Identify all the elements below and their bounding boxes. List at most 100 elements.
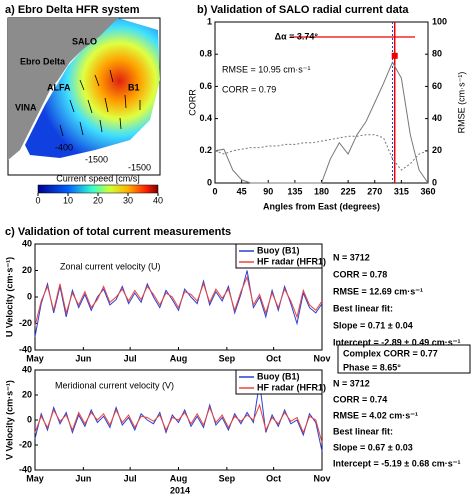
y-tick-label: 0	[27, 414, 32, 424]
x-tick-label: Jul	[124, 473, 137, 483]
legend-label: HF radar (HFR1)	[257, 382, 326, 392]
map-label: SALO	[72, 36, 97, 46]
x-tick-label: 180	[314, 186, 329, 196]
y-tick-label: 0.6	[199, 81, 212, 91]
map-label: ALFA	[47, 82, 71, 92]
x-tick-label: 135	[287, 186, 302, 196]
stat-line: Slope = 0.71 ± 0.04	[333, 320, 413, 330]
y2-tick-label: 40	[432, 113, 442, 123]
x-tick-label: Jul	[124, 353, 137, 363]
y-tick-label: -40	[19, 464, 32, 474]
x-tick-label: 90	[263, 186, 273, 196]
y-axis-label: CORR	[187, 89, 197, 116]
x-tick-label: Oct	[266, 473, 281, 483]
x-tick-label: Aug	[170, 353, 188, 363]
x-axis-label: 2014	[170, 485, 190, 495]
panel-title: b) Validation of SALO radial current dat…	[197, 4, 409, 16]
y2-tick-label: 80	[432, 49, 442, 59]
series-line	[214, 134, 429, 171]
legend-label: Buoy (B1)	[257, 245, 300, 255]
x-tick-label: Sep	[219, 473, 236, 483]
map-label: VINA	[15, 102, 37, 112]
stat-line: RMSE = 4.02 cm·s⁻¹	[333, 410, 418, 420]
colorbar-tick-label: 10	[63, 195, 73, 205]
x-tick-label: May	[26, 473, 44, 483]
x-tick-label: Jun	[75, 473, 91, 483]
stat-line: CORR = 0.78	[333, 269, 387, 279]
y-tick-label: 0	[207, 177, 212, 187]
y-tick-label: 0	[27, 291, 32, 301]
series-line	[34, 275, 323, 327]
series-line	[214, 61, 429, 184]
y-tick-label: 0.4	[199, 113, 212, 123]
x-tick-label: Nov	[313, 353, 330, 363]
colorbar-tick-label: 0	[35, 195, 40, 205]
annotation: Δα = 3.74°	[275, 31, 319, 41]
box-line: Phase = 8.65°	[343, 362, 401, 372]
y-tick-label: 0.2	[199, 145, 212, 155]
stat-line: N = 3712	[333, 378, 370, 388]
y-tick-label: -20	[19, 439, 32, 449]
y-tick-label: 20	[22, 389, 32, 399]
y-tick-label: 20	[22, 265, 32, 275]
y2-tick-label: 100	[432, 16, 447, 26]
map-label: -1500	[128, 162, 151, 172]
stat-line: Intercept = -2.89 ± 0.49 cm·s⁻¹	[333, 337, 461, 347]
stat-line: Slope = 0.67 ± 0.03	[333, 442, 413, 452]
land	[8, 18, 118, 160]
x-tick-label: 45	[237, 186, 247, 196]
stat-line: RMSE = 12.69 cm·s⁻¹	[333, 286, 423, 296]
x-tick-label: Aug	[170, 473, 188, 483]
plot-frame	[214, 21, 429, 184]
y-axis-label: V Velocity (cm·s⁻¹)	[4, 380, 14, 460]
legend-box	[235, 243, 323, 269]
x-tick-label: Oct	[266, 353, 281, 363]
map-panel	[7, 17, 161, 194]
colorbar-label: Current speed [cm/s]	[56, 173, 140, 183]
x-tick-label: 225	[341, 186, 356, 196]
stat-line: Intercept = -5.19 ± 0.68 cm·s⁻¹	[333, 458, 461, 468]
y2-axis-label: RMSE (cm·s⁻¹)	[456, 72, 466, 134]
map-label: B1	[128, 82, 140, 92]
current-field	[25, 18, 160, 158]
y-tick-label: 40	[22, 364, 32, 374]
x-tick-label: Sep	[219, 353, 236, 363]
series-line	[34, 382, 323, 452]
plot-label: Meridional current velocity (V)	[55, 380, 174, 390]
y-tick-label: 0.8	[199, 49, 212, 59]
x-tick-label: Jun	[75, 353, 91, 363]
x-tick-label: 270	[367, 186, 382, 196]
legend-label: HF radar (HFR1)	[257, 256, 326, 266]
y-axis-label: U Velocity (cm·s⁻¹)	[4, 257, 14, 337]
stats-box	[337, 344, 471, 374]
panel-title: a) Ebro Delta HFR system	[5, 4, 140, 16]
colorbar-tick-label: 20	[93, 195, 103, 205]
y2-tick-label: 20	[432, 145, 442, 155]
stat-line: Best linear fit:	[333, 303, 393, 313]
stat-line: N = 3712	[333, 252, 370, 262]
legend-box	[235, 369, 323, 395]
x-tick-label: 360	[420, 186, 435, 196]
current-vectors	[59, 69, 141, 137]
x-tick-label: 315	[394, 186, 409, 196]
x-axis-label: Angles from East (degrees)	[263, 201, 380, 211]
stat-line: CORR = 0.74	[333, 394, 387, 404]
y-tick-label: -40	[19, 344, 32, 354]
colorbar-tick-label: 40	[153, 195, 163, 205]
x-tick-label: Nov	[313, 473, 330, 483]
x-tick-label: May	[26, 353, 44, 363]
x-tick-label: 0	[212, 186, 217, 196]
colorbar-tick-label: 30	[123, 195, 133, 205]
map-label: -400	[55, 142, 73, 152]
stat-line: Best linear fit:	[333, 426, 393, 436]
colorbar	[37, 184, 159, 194]
y-tick-label: -20	[19, 318, 32, 328]
y2-tick-label: 60	[432, 81, 442, 91]
annotation: RMSE = 10.95 cm·s⁻¹	[222, 64, 311, 74]
map-label: -1500	[85, 154, 108, 164]
series-line	[34, 403, 323, 443]
plot-label: Zonal current velocity (U)	[60, 261, 161, 271]
legend-label: Buoy (B1)	[257, 371, 300, 381]
map-label: Ebro Delta	[20, 56, 66, 66]
